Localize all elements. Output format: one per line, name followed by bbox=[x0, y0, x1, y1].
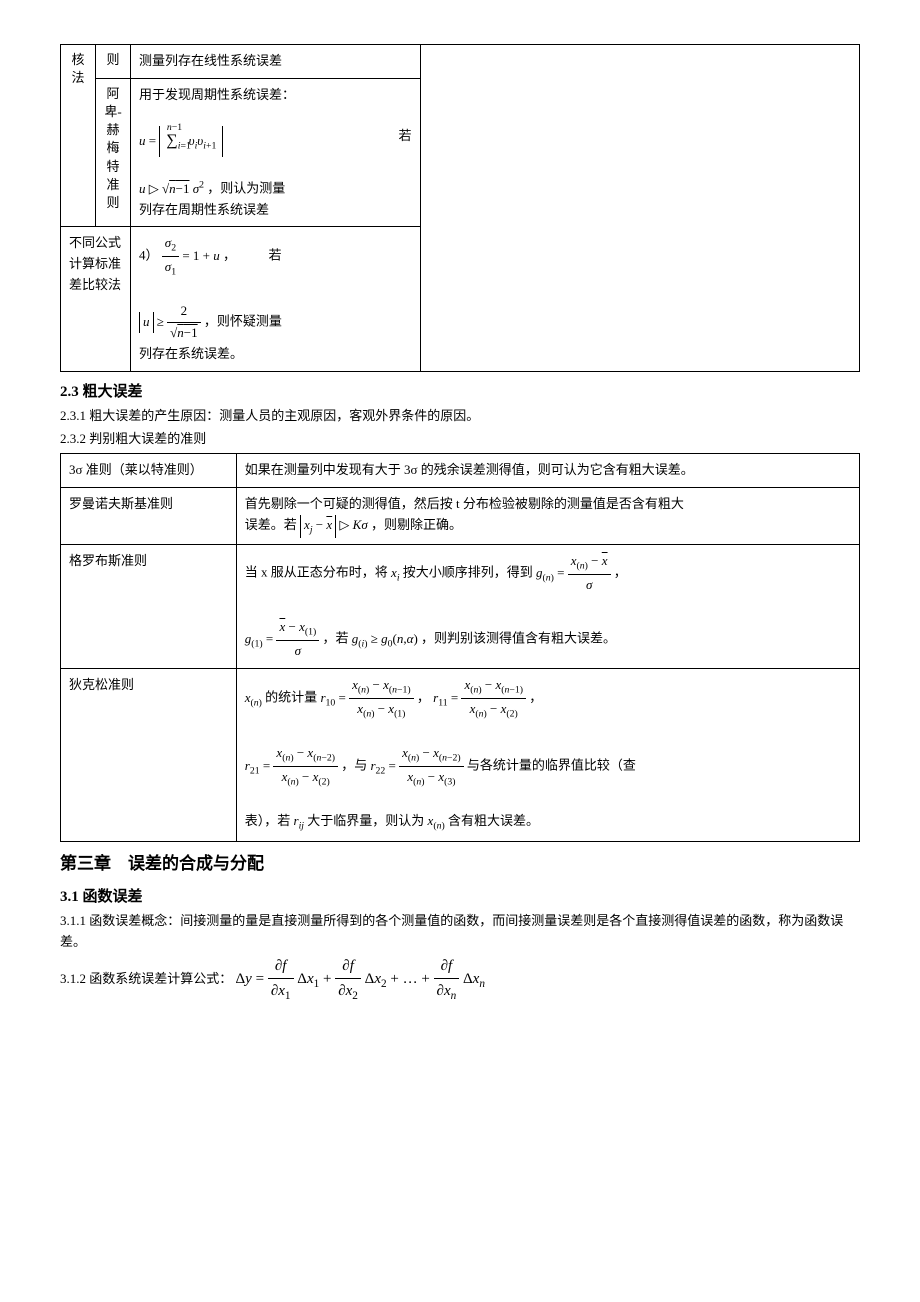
cell-rule1-desc: 测量列存在线性系统误差 bbox=[131, 45, 421, 79]
cell-abbe-desc: 用于发现周期性系统误差： u = ∑i=1n−1 υiυi+1 若 u ▷ √n… bbox=[131, 78, 421, 227]
formula-function-error: Δy = ∂f∂x1 Δx1 + ∂f∂x2 Δx2 + … + ∂f∂xn Δ… bbox=[236, 971, 485, 987]
cell-romanowski-label: 罗曼诺夫斯基准则 bbox=[61, 488, 237, 545]
cell-dixon-label: 狄克松准则 bbox=[61, 669, 237, 842]
formula-u-abs: u ≥ 2√n−1 bbox=[139, 314, 204, 329]
cell-3sigma-label: 3σ 准则（莱以特准则） bbox=[61, 454, 237, 488]
cell-grubbs-desc: 当 x 服从正态分布时，将 xi 按大小顺序排列，得到 g(n) = x(n) … bbox=[236, 545, 859, 669]
formula-dixon-r22: r22 = x(n) − x(n−2)x(n) − x(3) bbox=[370, 758, 466, 773]
formula-u-threshold: u ▷ √n−1 σ2 bbox=[139, 181, 207, 196]
heading-2-3: 2.3 粗大误差 bbox=[60, 380, 860, 404]
text-3-1-1: 3.1.1 函数误差概念：间接测量的量是直接测量所得到的各个测量值的函数，而间接… bbox=[60, 911, 860, 953]
formula-dixon-r21: r21 = x(n) − x(n−2)x(n) − x(2) bbox=[245, 758, 341, 773]
text-2-3-2: 2.3.2 判别粗大误差的准则 bbox=[60, 429, 860, 450]
cell-kernel-method: 核法 bbox=[61, 45, 96, 227]
formula-romanowski: xj − x ▷ Kσ bbox=[300, 517, 371, 532]
cell-different-formula-desc: 4） σ2σ1 = 1 + u ， 若 u ≥ 2√n−1 ，则怀疑测量 列存在… bbox=[131, 227, 421, 372]
cell-grubbs-label: 格罗布斯准则 bbox=[61, 545, 237, 669]
cell-romanowski-desc: 首先剔除一个可疑的测得值，然后按 t 分布检验被剔除的测量值是否含有粗大 误差。… bbox=[236, 488, 859, 545]
cell-dixon-desc: x(n) 的统计量 r10 = x(n) − x(n−1)x(n) − x(1)… bbox=[236, 669, 859, 842]
formula-grubbs-g1: g(1) = x − x(1)σ bbox=[245, 631, 323, 646]
cell-3sigma-desc: 如果在测量列中发现有大于 3σ 的残余误差测得值，则可认为它含有粗大误差。 bbox=[236, 454, 859, 488]
formula-sigma-ratio: σ2σ1 = 1 + u bbox=[162, 248, 223, 263]
table-systematic-error-methods: 核法 则 测量列存在线性系统误差 阿卑-赫梅特准则 用于发现周期性系统误差： u… bbox=[60, 44, 860, 372]
text-3-1-2: 3.1.2 函数系统误差计算公式： Δy = ∂f∂x1 Δx1 + ∂f∂x2… bbox=[60, 954, 860, 1005]
cell-rule1-label: 则 bbox=[96, 45, 131, 79]
formula-dixon-r10: r10 = x(n) − x(n−1)x(n) − x(1) bbox=[320, 690, 416, 705]
cell-abbe-label: 阿卑-赫梅特准则 bbox=[96, 78, 131, 227]
heading-chapter-3: 第三章 误差的合成与分配 bbox=[60, 850, 860, 877]
formula-dixon-r11: r11 = x(n) − x(n−1)x(n) − x(2) bbox=[433, 690, 529, 705]
cell-empty-right bbox=[420, 45, 859, 372]
heading-3-1: 3.1 函数误差 bbox=[60, 885, 860, 909]
cell-different-formula-label: 不同公式计算标准差比较法 bbox=[61, 227, 131, 372]
text-2-3-1: 2.3.1 粗大误差的产生原因：测量人员的主观原因，客观外界条件的原因。 bbox=[60, 406, 860, 427]
formula-grubbs-gn: g(n) = x(n) − xσ bbox=[536, 565, 614, 580]
formula-u-sum: u = ∑i=1n−1 υiυi+1 bbox=[139, 133, 223, 148]
table-gross-error-criteria: 3σ 准则（莱以特准则） 如果在测量列中发现有大于 3σ 的残余误差测得值，则可… bbox=[60, 453, 860, 841]
